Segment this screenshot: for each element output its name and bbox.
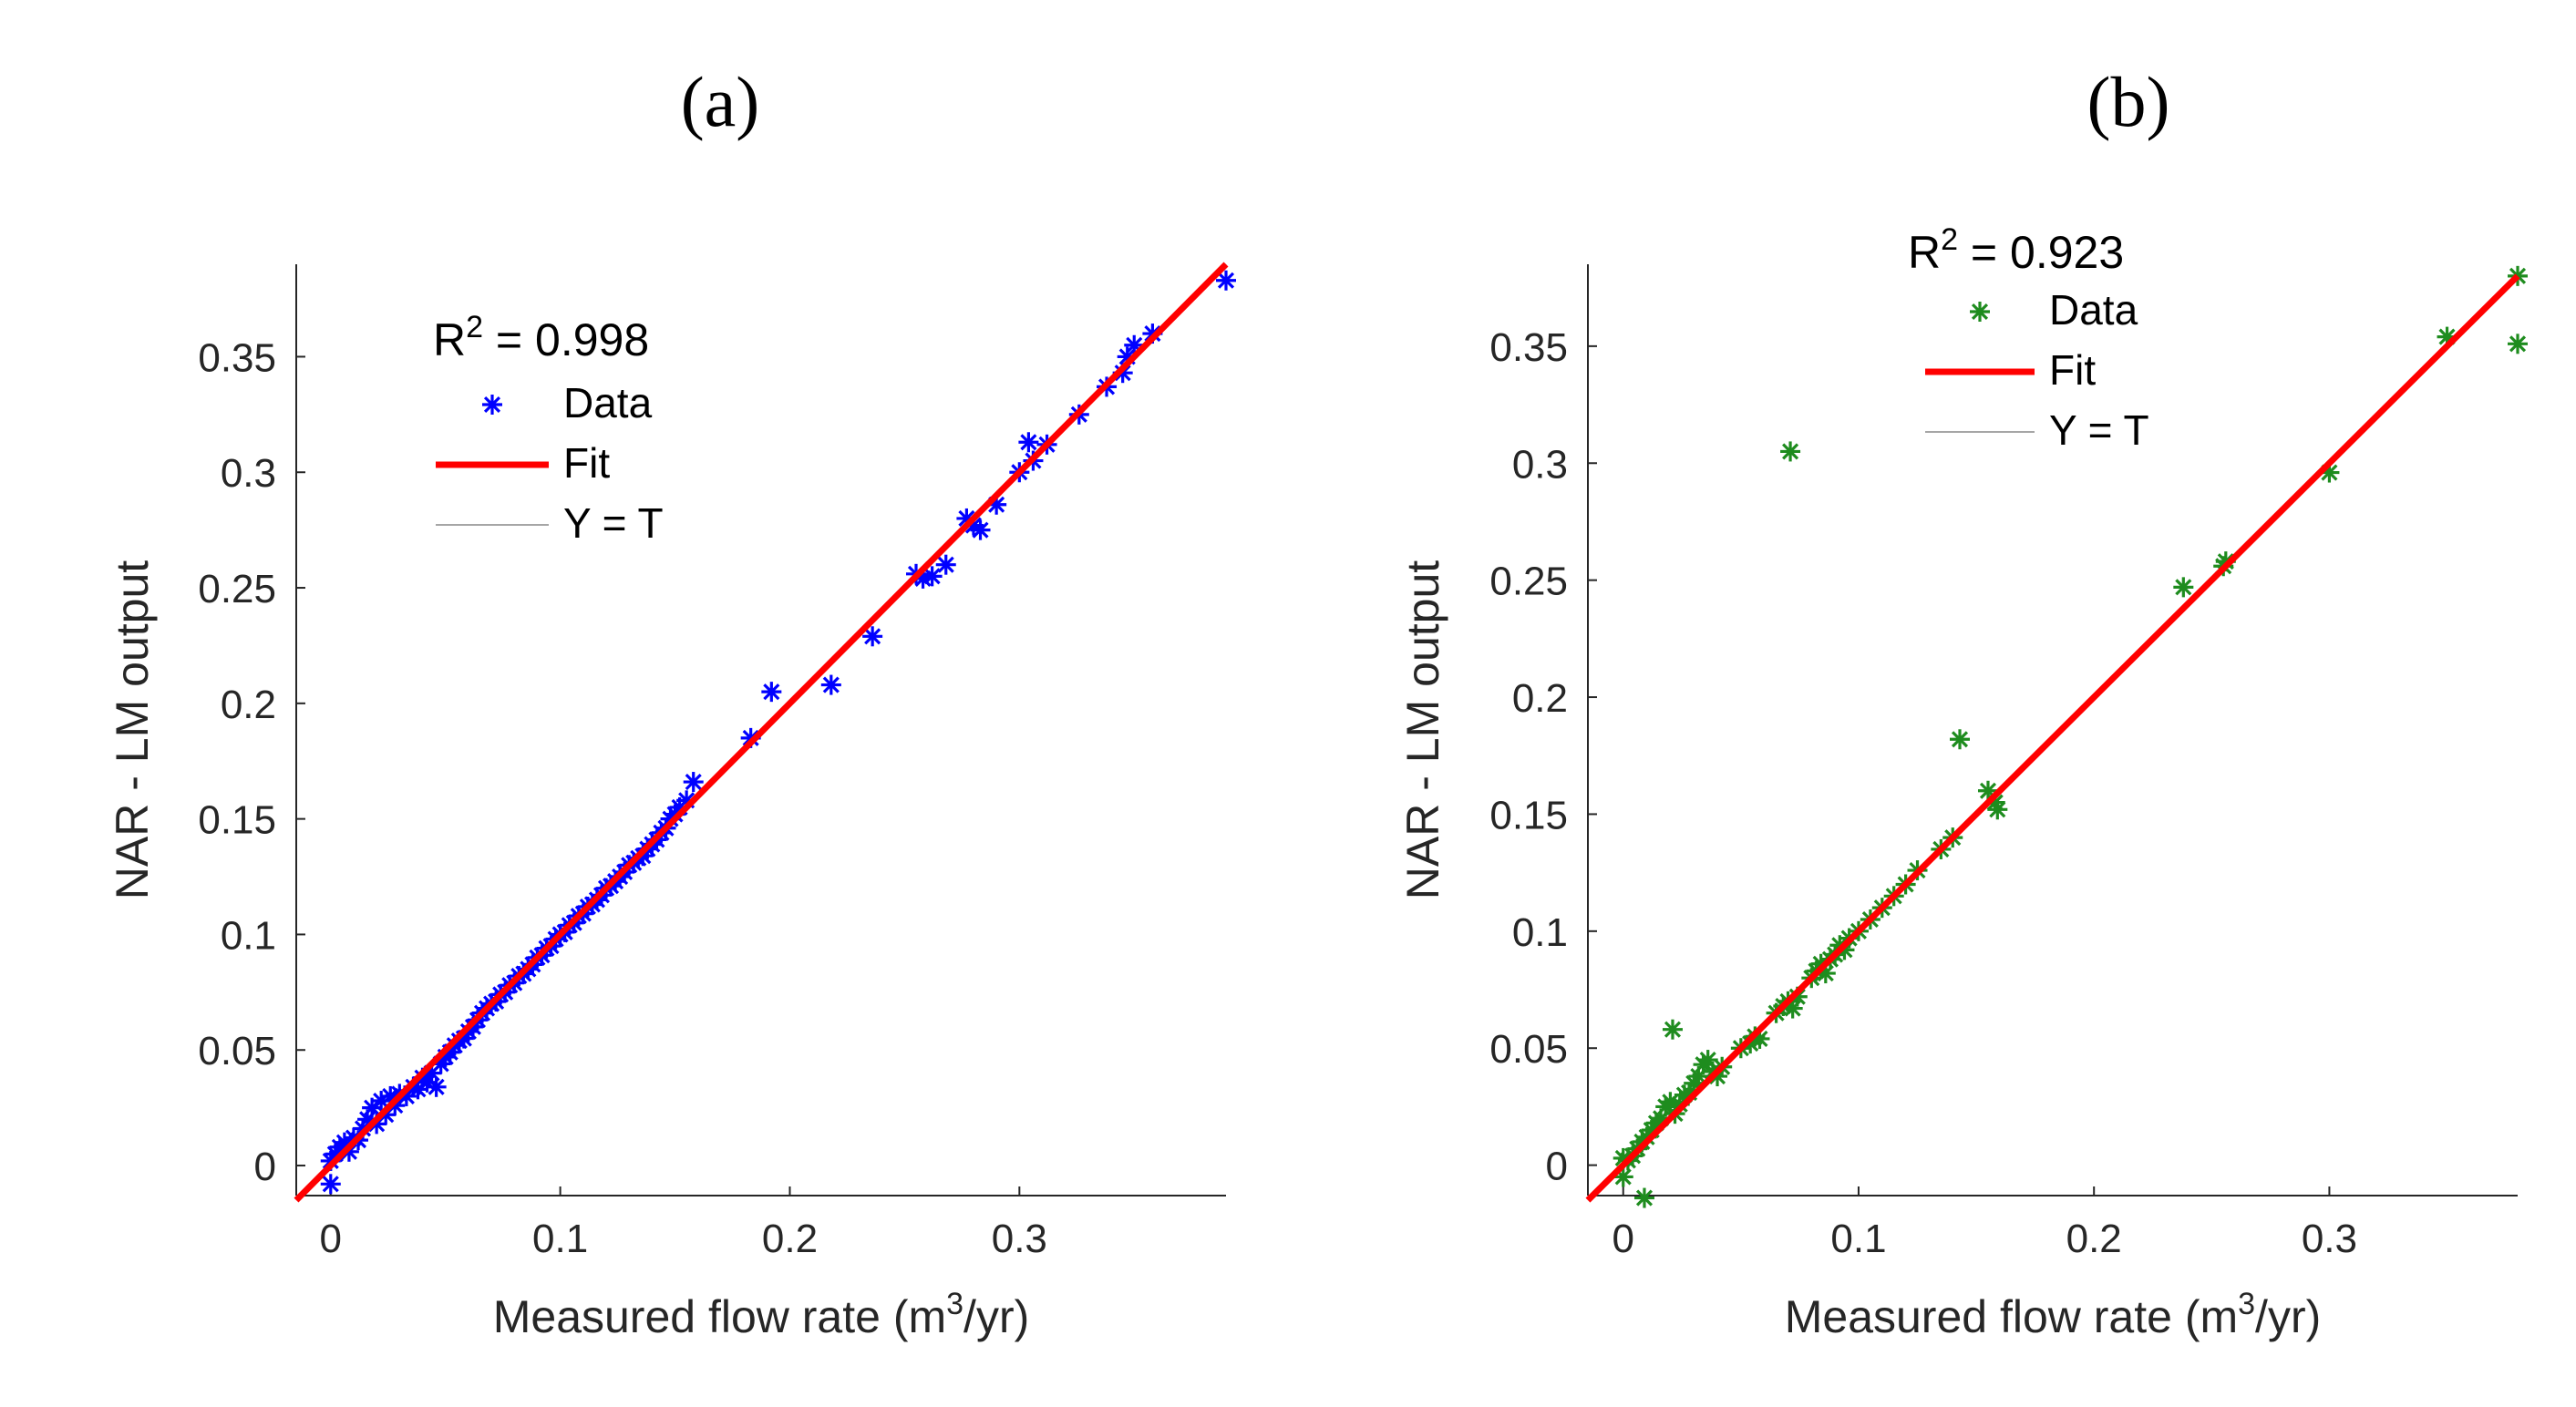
data-point [761, 682, 782, 703]
data-point [862, 626, 883, 647]
r-squared-label: R2 = 0.998 [433, 310, 649, 365]
data-point [1018, 432, 1039, 453]
legend-data-marker [1970, 302, 1990, 322]
data-point [2173, 577, 2194, 598]
y-tick-label: 0.1 [1512, 910, 1568, 955]
legend: Data Fit Y = T [1925, 286, 2149, 454]
y-tick-label: 0.2 [1512, 676, 1568, 721]
data-point [683, 772, 704, 793]
y-axis-label: NAR - LM output [1397, 560, 1448, 899]
panel-a: (a) 0 0.1 0.2 0.3 0 0.05 0.1 0.15 0.2 0.25 0.3 0.35 M… [107, 62, 1236, 1342]
data-point [970, 519, 991, 540]
data-point [2508, 334, 2528, 354]
data-point [1987, 799, 2008, 820]
r-squared-label: R2 = 0.923 [1908, 222, 2124, 278]
y-tick-label: 0.05 [198, 1029, 276, 1073]
y-tick-label: 0.3 [1512, 442, 1568, 487]
x-tick-label: 0.1 [1830, 1217, 1886, 1261]
y-tick-label: 0.35 [1489, 325, 1568, 370]
data-point [820, 674, 841, 695]
data-point [426, 1076, 447, 1097]
x-tick-label: 0 [1612, 1217, 1633, 1261]
legend-label: Y = T [563, 499, 664, 547]
y-tick-label: 0.35 [198, 335, 276, 380]
y-tick-label: 0.15 [1489, 793, 1568, 837]
data-point [1780, 441, 1801, 462]
x-tick-label: 0.3 [2302, 1217, 2357, 1261]
y-tick-label: 0.25 [1489, 560, 1568, 604]
x-tick-label: 0.1 [532, 1217, 588, 1261]
y-tick-label: 0 [254, 1145, 276, 1189]
legend-label: Fit [2049, 346, 2096, 394]
legend-label: Y = T [2049, 406, 2149, 454]
data-point [1950, 729, 1970, 750]
data-point [935, 554, 956, 575]
panel-label: (a) [681, 62, 760, 141]
legend: Data Fit Y = T [436, 379, 664, 547]
legend-label: Data [563, 379, 653, 426]
y-tick-label: 0.2 [221, 683, 276, 727]
data-point [1216, 270, 1236, 291]
x-axis-label: Measured flow rate (m3/yr) [1785, 1287, 2322, 1342]
panel-label: (b) [2087, 62, 2170, 141]
y-tick-label: 0.15 [198, 798, 276, 843]
x-tick-label: 0 [320, 1217, 342, 1261]
data-point [1662, 1019, 1683, 1040]
x-tick-label: 0.2 [762, 1217, 818, 1261]
legend-label: Data [2049, 286, 2138, 334]
legend-data-marker [482, 395, 502, 415]
y-tick-label: 0.1 [221, 913, 276, 958]
legend-label: Fit [563, 439, 610, 487]
y-tick-label: 0.25 [198, 567, 276, 611]
data-point [1633, 1187, 1654, 1208]
y-tick-label: 0.05 [1489, 1027, 1568, 1072]
y-axis-label: NAR - LM output [107, 560, 158, 899]
x-axis-label: Measured flow rate (m3/yr) [493, 1287, 1030, 1342]
panel-b: (b) 0 0.1 0.2 0.3 0 0.05 0.1 0.15 0.2 0.25 0.3 0.35 M… [1397, 62, 2528, 1342]
x-tick-label: 0.2 [2066, 1217, 2122, 1261]
data-point [922, 566, 943, 587]
fit-line [294, 262, 1229, 1203]
y-tick-label: 0 [1546, 1145, 1568, 1189]
x-tick-label: 0.3 [992, 1217, 1047, 1261]
y-tick-label: 0.3 [221, 451, 276, 496]
fit-line [1585, 273, 2520, 1203]
data-point [320, 1174, 341, 1195]
